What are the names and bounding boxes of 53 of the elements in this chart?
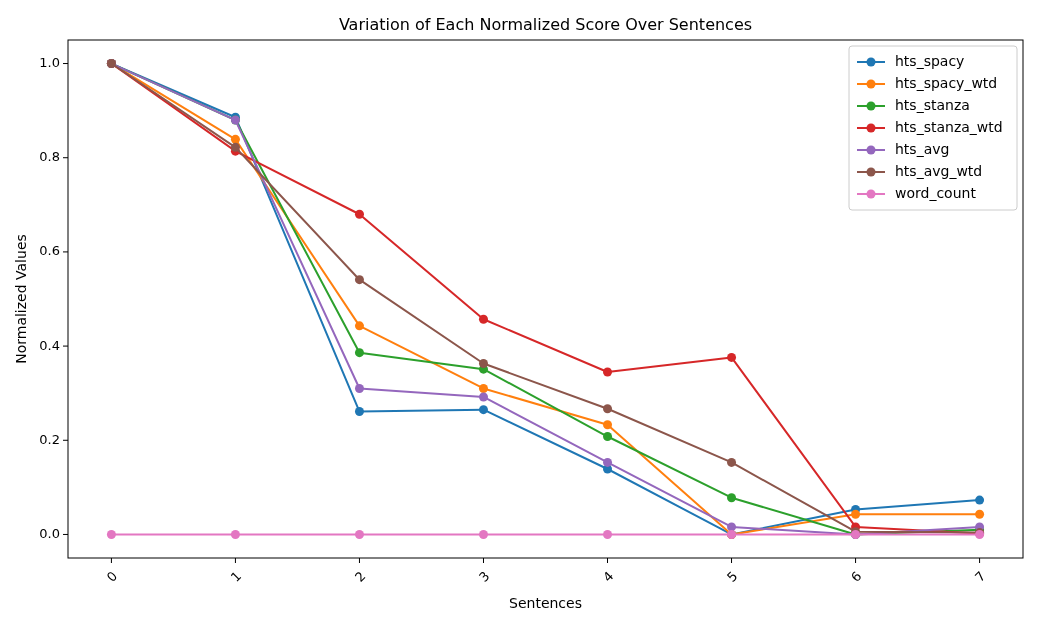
point xyxy=(975,495,985,505)
x-tick-label: 3 xyxy=(475,568,493,585)
y-tick-label: 0.8 xyxy=(39,149,60,165)
legend-label: hts_avg xyxy=(895,141,950,157)
legend-label: hts_stanza_wtd xyxy=(895,119,1003,135)
point xyxy=(727,493,737,503)
y-tick-label: 1.0 xyxy=(39,55,60,71)
x-tick-label: 6 xyxy=(848,568,865,585)
point xyxy=(727,352,737,362)
chart-title: Variation of Each Normalized Score Over Sentences xyxy=(338,15,753,34)
point xyxy=(603,420,613,430)
x-tick-label: 2 xyxy=(351,568,369,585)
x-tick-label: 1 xyxy=(227,568,245,585)
legend-label: hts_spacy_wtd xyxy=(895,75,998,91)
point xyxy=(354,348,364,358)
legend-label: hts_spacy xyxy=(895,53,965,69)
point xyxy=(354,383,364,393)
point xyxy=(478,383,488,393)
point xyxy=(727,457,737,467)
y-tick-label: 0.0 xyxy=(39,525,60,541)
point xyxy=(478,314,488,324)
y-axis-title: Normalized Values xyxy=(13,234,29,364)
x-axis-title: Sentences xyxy=(509,595,582,611)
point xyxy=(603,367,613,377)
point xyxy=(851,509,861,519)
point xyxy=(354,407,364,417)
point xyxy=(230,142,240,152)
point xyxy=(354,275,364,285)
point xyxy=(975,509,985,519)
y-tick-label: 0.2 xyxy=(39,431,60,447)
x-tick-label: 0 xyxy=(103,568,121,585)
point xyxy=(106,529,116,539)
point xyxy=(230,529,240,539)
point xyxy=(354,209,364,219)
point xyxy=(354,529,364,539)
point xyxy=(603,404,613,414)
point xyxy=(603,457,613,467)
x-tick-label: 5 xyxy=(723,568,741,585)
legend-label: hts_stanza xyxy=(895,97,970,113)
point xyxy=(230,134,240,144)
y-tick-label: 0.6 xyxy=(39,243,60,259)
point xyxy=(354,321,364,331)
x-tick-label: 7 xyxy=(972,568,989,585)
point xyxy=(478,405,488,415)
point xyxy=(478,392,488,402)
legend-label: hts_avg_wtd xyxy=(895,163,983,179)
x-tick-label: 4 xyxy=(599,568,617,585)
point xyxy=(478,529,488,539)
point xyxy=(603,432,613,442)
point xyxy=(478,359,488,369)
y-tick-label: 0.4 xyxy=(39,337,60,353)
point xyxy=(603,529,613,539)
legend-label: word_count xyxy=(895,185,977,201)
